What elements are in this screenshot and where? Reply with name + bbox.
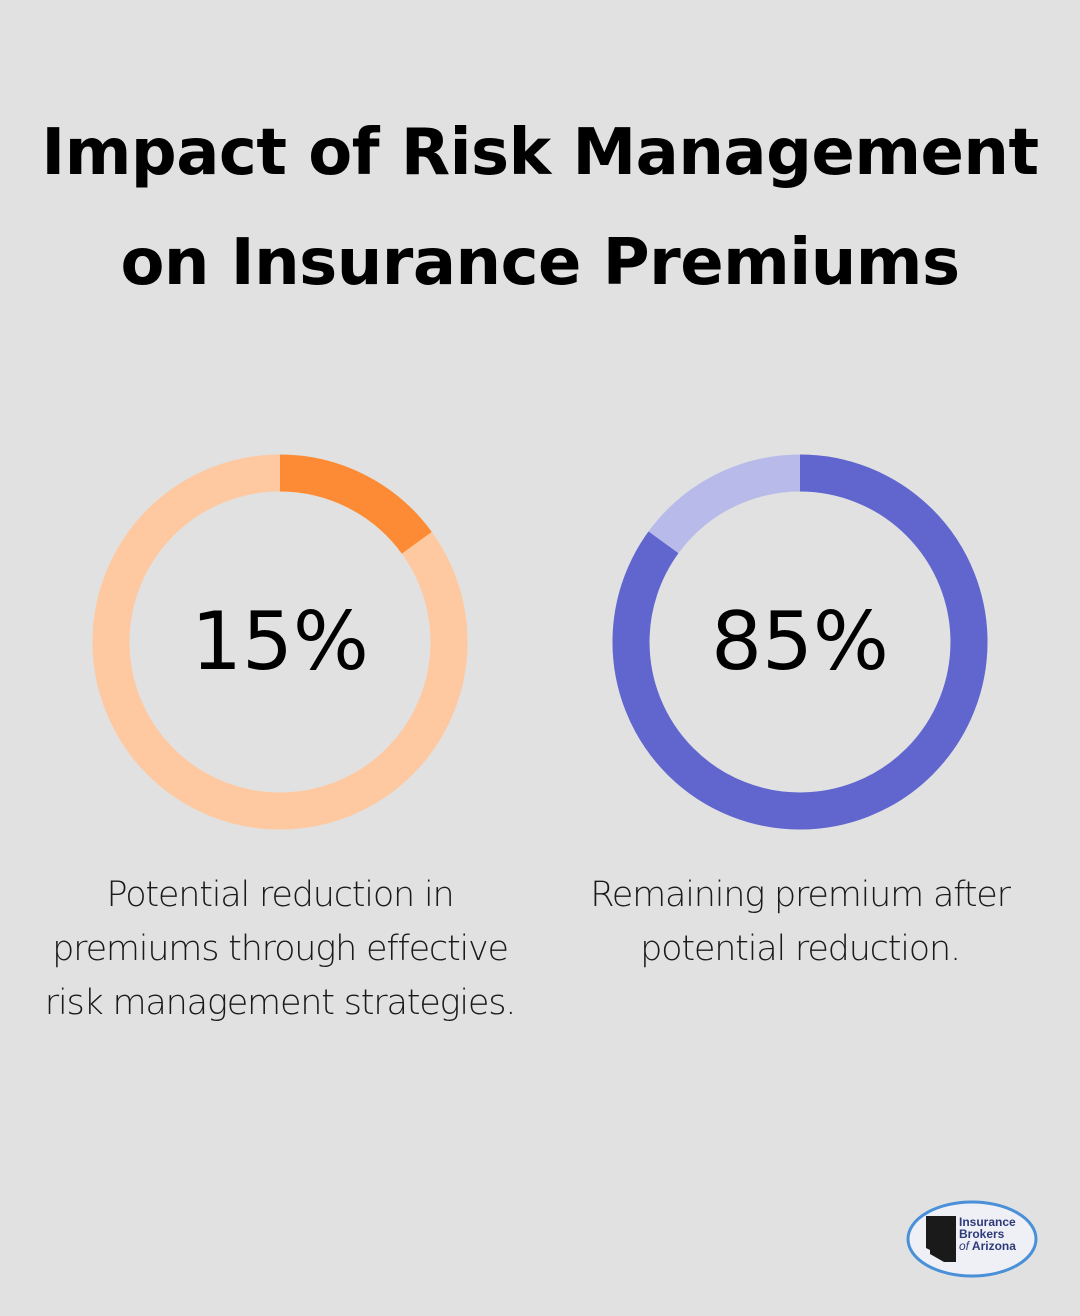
logo-line-1: Insurance	[959, 1215, 1016, 1229]
logo-line-3-prefix: of	[959, 1239, 970, 1253]
logo-line-2: Brokers	[959, 1227, 1005, 1241]
stat-value: 15%	[191, 595, 369, 688]
arizona-map-icon	[926, 1216, 956, 1262]
donut-ring	[612, 454, 988, 830]
stat-value: 85%	[711, 595, 889, 688]
donut-chart-remaining: 85%	[610, 452, 990, 832]
donut-ring	[92, 454, 468, 830]
logo-ellipse-icon	[906, 1200, 1038, 1278]
donut-segment	[612, 454, 988, 830]
logo-line-3: Arizona	[971, 1239, 1016, 1253]
donut-chart-reduction: 15%	[90, 452, 470, 832]
page-title: Impact of Risk Management on Insurance P…	[41, 116, 1039, 300]
company-logo: Insurance Brokers of Arizona	[904, 1196, 1040, 1282]
donut-segment	[92, 454, 468, 830]
stat-description: Remaining premium after potential reduct…	[590, 875, 1011, 969]
stat-description: Potential reduction in premiums through …	[44, 875, 517, 1023]
